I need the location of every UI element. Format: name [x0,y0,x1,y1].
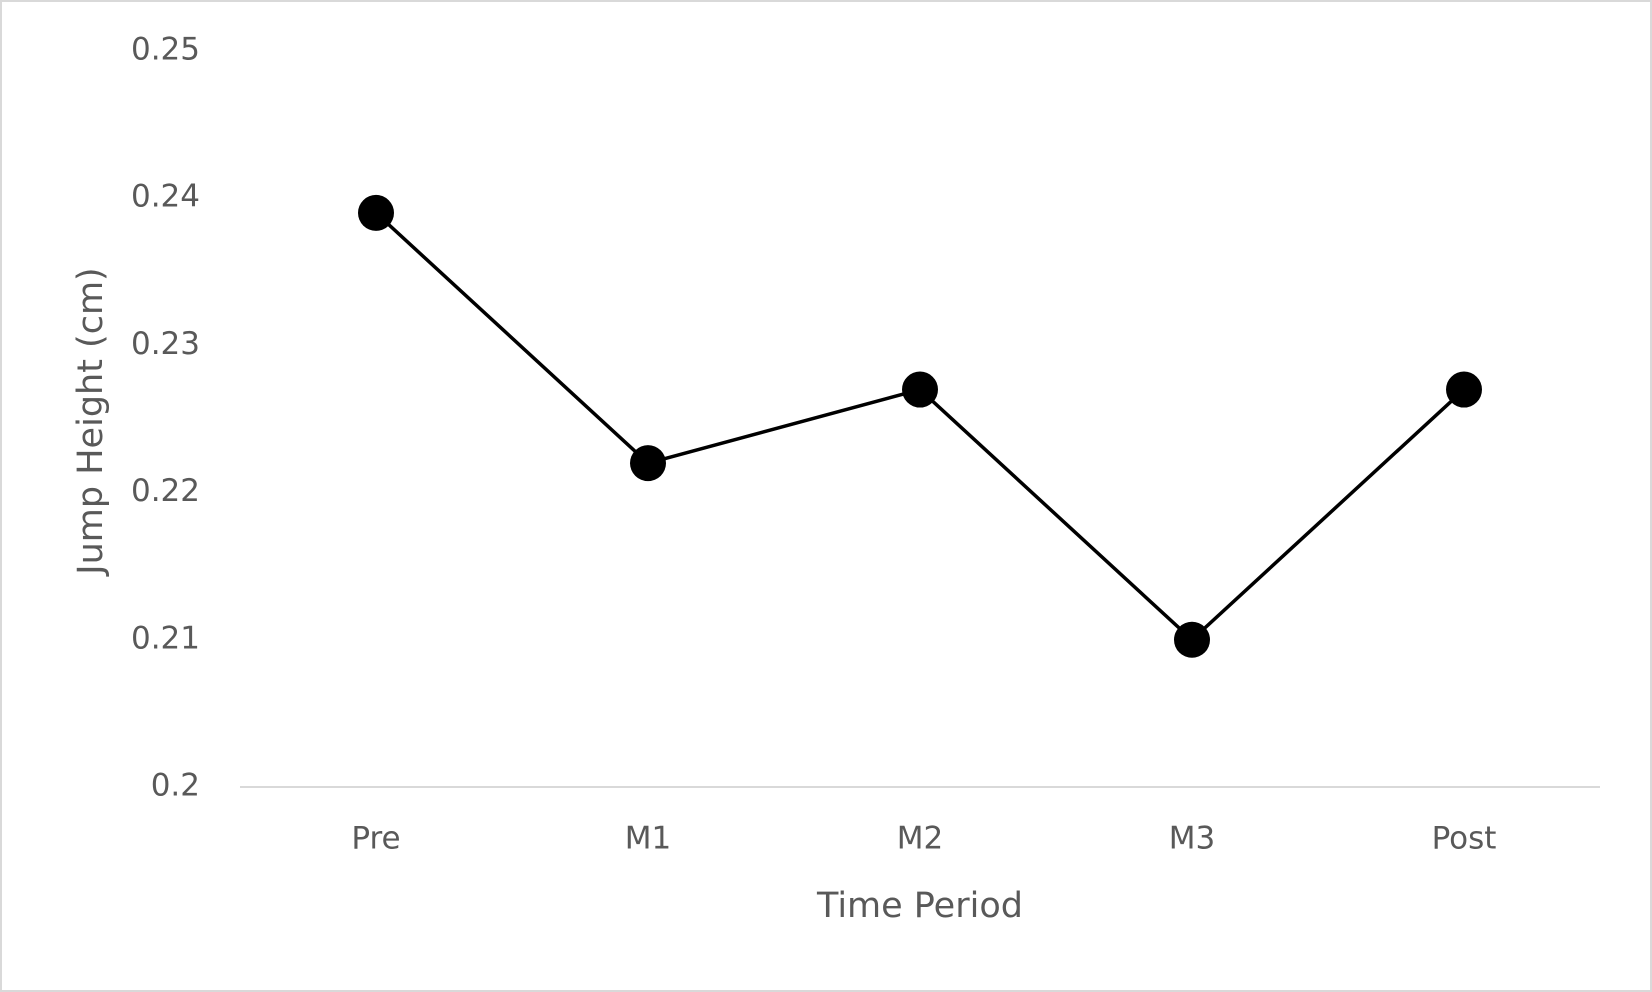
y-tick-label: 0.21 [131,620,200,656]
y-tick-label: 0.22 [131,473,200,509]
x-tick-label: M3 [1169,821,1215,857]
y-tick-label: 0.23 [131,326,200,362]
y-tick-label: 0.25 [131,32,200,68]
y-tick-label: 0.24 [131,179,200,215]
x-tick-label: M2 [897,821,943,857]
x-tick-label: M1 [625,821,671,857]
y-tick-label: 0.2 [151,768,200,804]
point-marker [1446,371,1482,408]
x-tick-label: Pre [351,821,400,857]
point-marker [1174,621,1210,658]
point-marker [902,371,938,408]
point-marker [630,445,666,482]
x-axis-title: Time Period [816,886,1023,926]
point-marker [358,194,394,231]
x-tick-label: Post [1432,821,1497,857]
y-axis-title: Jump Height (cm) [71,267,111,576]
